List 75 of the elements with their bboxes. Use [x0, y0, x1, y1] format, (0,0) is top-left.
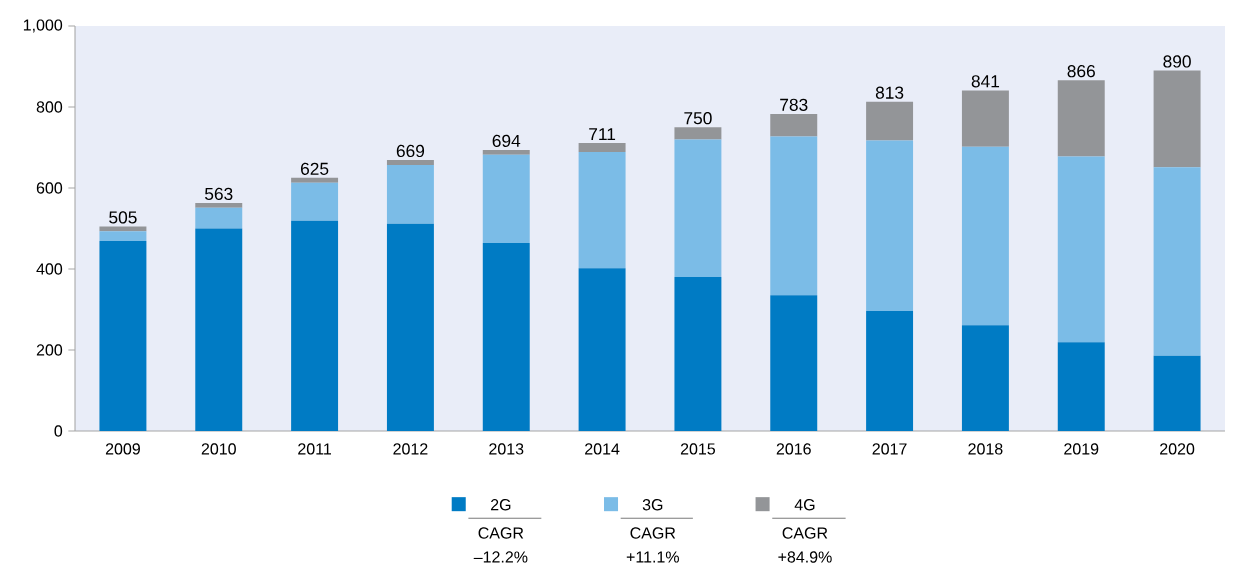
bar [578, 151, 626, 269]
y-tick-label: 200 [36, 344, 63, 356]
bar [291, 182, 339, 221]
bar [961, 146, 1009, 326]
legend-label: 2G [490, 499, 511, 511]
bar [578, 143, 626, 152]
bar [674, 127, 722, 140]
text: –12.2% [473, 551, 528, 563]
total-label: 669 [396, 144, 425, 158]
bar [866, 140, 914, 312]
text: +11.1% [626, 551, 679, 563]
bar [770, 136, 818, 296]
y-tick-label: 600 [36, 182, 63, 194]
bar [961, 90, 1009, 147]
y-tick-label: 1,000 [23, 19, 63, 33]
x-tick-label: 2018 [968, 443, 1003, 455]
bar [291, 177, 339, 183]
bar [770, 295, 818, 431]
bar [770, 113, 818, 137]
bar [674, 139, 722, 278]
bar [195, 228, 243, 431]
bar [866, 101, 914, 141]
bar [99, 241, 147, 431]
bar [195, 202, 243, 208]
total-label: 866 [1067, 65, 1095, 78]
bar [99, 226, 147, 232]
bar [291, 220, 339, 431]
bar [866, 311, 914, 431]
legend-label: 3G [642, 499, 663, 511]
x-tick-label: 2016 [776, 443, 811, 455]
y-tick-label: 0 [54, 425, 63, 437]
x-tick-label: 2015 [680, 443, 716, 455]
legend-label: 4G [794, 499, 815, 511]
text: CAGR [630, 527, 676, 539]
x-tick-label: 2020 [1160, 443, 1195, 455]
bar [386, 160, 434, 165]
bar [482, 149, 530, 155]
bar [99, 231, 147, 242]
text: CAGR [782, 527, 828, 539]
bar [195, 207, 243, 229]
total-label: 694 [492, 134, 521, 147]
x-tick-label: 2010 [201, 443, 236, 455]
bar [482, 243, 530, 431]
bar [1057, 80, 1105, 157]
bar [1057, 156, 1105, 343]
x-tick-label: 2017 [872, 443, 907, 455]
bar [386, 223, 434, 431]
total-label: 711 [589, 128, 616, 141]
text: CAGR [478, 527, 524, 539]
bar [961, 325, 1009, 431]
x-tick-label: 2012 [393, 443, 428, 455]
total-label: 625 [301, 162, 329, 175]
bar [1153, 70, 1201, 168]
y-tick-label: 800 [36, 101, 63, 113]
bar [482, 154, 530, 244]
bar [1057, 342, 1105, 431]
x-tick-label: 2011 [298, 443, 332, 455]
x-tick-label: 2019 [1064, 443, 1099, 455]
total-label: 783 [780, 98, 808, 111]
y-tick-label: 400 [36, 263, 63, 275]
total-label: 505 [109, 211, 137, 224]
bar [1153, 355, 1201, 431]
total-label: 813 [875, 86, 904, 99]
total-label: 890 [1163, 55, 1191, 68]
text: +84.9% [778, 551, 832, 563]
bar [386, 164, 434, 224]
bar [1153, 167, 1201, 356]
total-label: 750 [684, 112, 712, 125]
x-tick-label: 2013 [489, 443, 524, 455]
x-tick-label: 2014 [585, 443, 620, 455]
total-label: 563 [204, 187, 233, 201]
total-label: 841 [971, 75, 1000, 88]
bar [578, 268, 626, 431]
bar [674, 277, 722, 431]
x-tick-label: 2009 [105, 443, 140, 455]
